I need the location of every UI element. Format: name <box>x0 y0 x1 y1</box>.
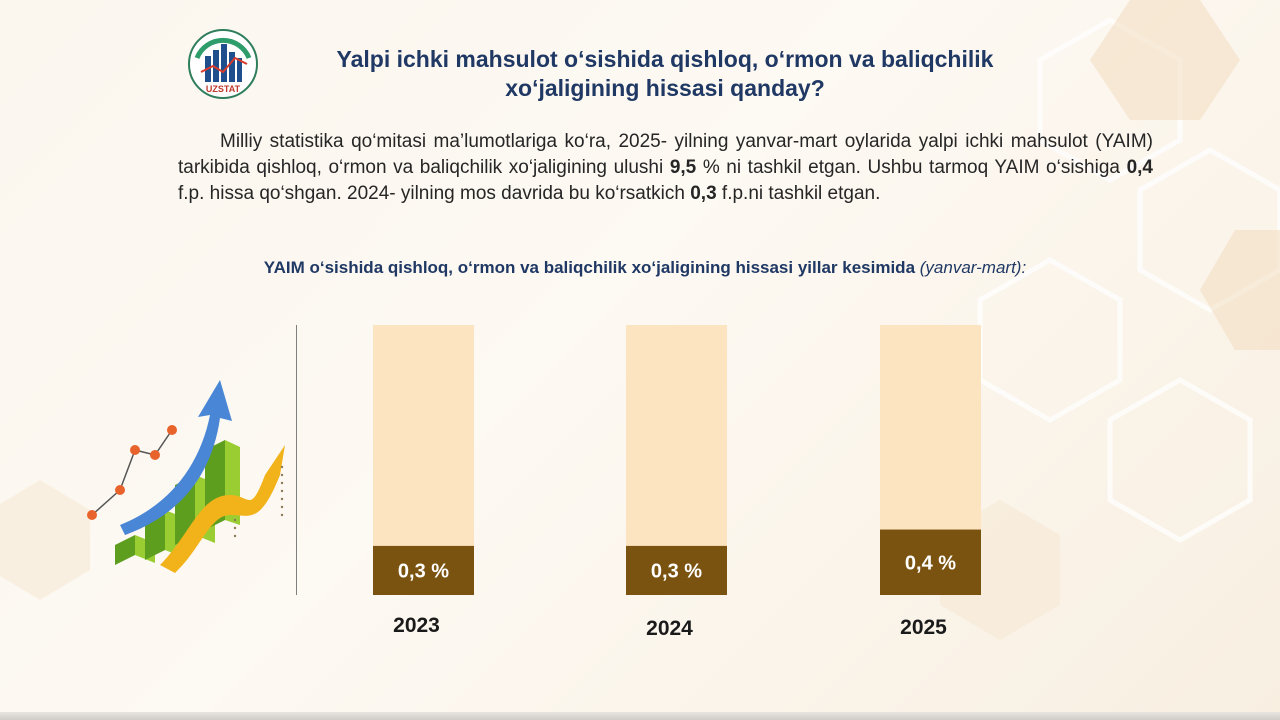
bar-2025 <box>880 529 981 595</box>
dots-line-icon <box>87 425 177 520</box>
description-part-1: Milliy statistika qo‘mitasi ma’lumotlari… <box>178 131 1153 178</box>
logo-text: UZSTAT <box>206 84 241 94</box>
chart-subtitle: (yanvar-mart): <box>919 258 1027 277</box>
bar-2023 <box>373 545 474 595</box>
category-label-2024: 2024 <box>646 617 693 640</box>
bar-2024 <box>626 545 727 595</box>
share-value: 9,5 <box>669 157 697 178</box>
bottom-strip <box>0 712 1280 720</box>
contribution-value: 0,4 <box>1126 157 1153 178</box>
previous-value: 0,3 <box>690 183 717 204</box>
yellow-wave-icon <box>160 445 285 573</box>
description-part-2: % ni tashkil etgan. Ushbu tarmoq YAIM o‘… <box>696 157 1127 178</box>
growth-chart-illustration <box>87 380 285 573</box>
description-part-3: f.p. hissa qo‘shgan. 2024- yilning mos d… <box>178 183 691 204</box>
chart-title: YAIM o‘sishida qishloq, o‘rmon va baliqc… <box>260 256 1030 279</box>
description-part-4: f.p.ni tashkil etgan. <box>716 183 881 204</box>
data-label-2023: 0,3 % <box>398 560 449 582</box>
uzstat-logo: UZSTAT <box>188 29 258 99</box>
blue-arrow-icon <box>120 380 232 535</box>
data-label-2025: 0,4 % <box>905 552 956 574</box>
category-label-2023: 2023 <box>393 614 440 637</box>
divider-line <box>296 325 297 595</box>
data-label-2024: 0,3 % <box>651 560 702 582</box>
chart-title-text: YAIM o‘sishida qishloq, o‘rmon va baliqc… <box>263 258 916 277</box>
page-title: Yalpi ichki mahsulot o‘sishida qishloq, … <box>336 46 994 101</box>
category-label-2025: 2025 <box>900 616 947 639</box>
description-paragraph: Milliy statistika qo‘mitasi ma’lumotlari… <box>178 129 1153 207</box>
